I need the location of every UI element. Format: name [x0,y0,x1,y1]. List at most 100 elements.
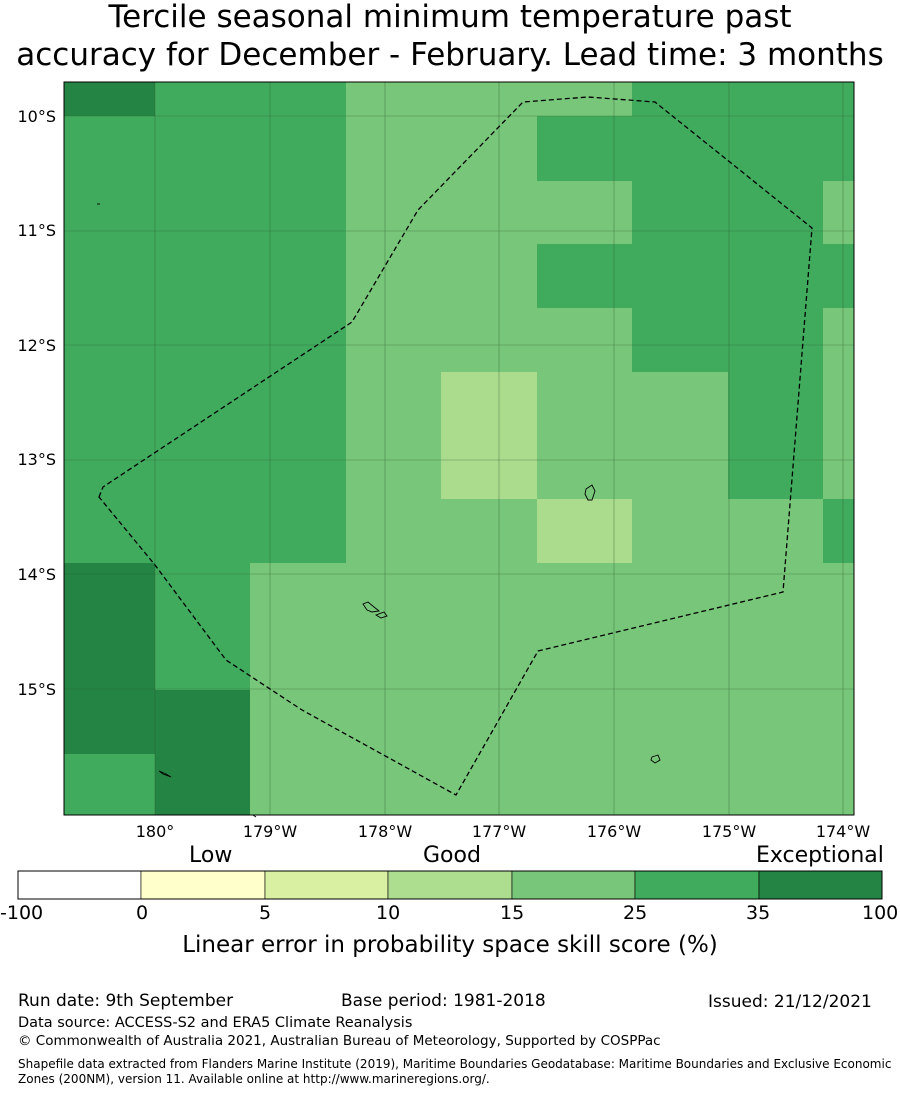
map-panel: 10°S 11°S 12°S 13°S 14°S 15°S 180° 179°W… [17,81,870,840]
grid-cell [537,244,633,309]
grid-cell [728,116,824,182]
lat-label: 13°S [17,450,56,469]
grid-cell [537,563,633,628]
colorbar-tick: 0 [136,902,149,924]
latitude-axis: 10°S 11°S 12°S 13°S 14°S 15°S [17,107,56,699]
grid-cell [155,82,251,117]
grid-cell [155,181,251,245]
grid-cell [155,372,251,500]
grid-cell [155,563,251,628]
grid-cell [64,181,156,245]
grid-cell [250,563,347,628]
grid-cell [537,690,633,755]
colorbar-segment [17,870,142,900]
grid-cell [346,308,442,373]
colorbar-tick: 25 [623,902,648,924]
grid-cell [441,499,538,564]
grid-cell [250,754,347,816]
colorbar-segment [387,870,513,900]
grid-cell [441,244,538,309]
grid-cell [155,499,251,564]
colorbar-title: Linear error in probability space skill … [182,932,718,958]
grid-cell [823,308,855,373]
colorbar-tick: 10 [376,902,401,924]
lon-label: 177°W [472,822,527,840]
island-outline [650,754,661,764]
grid-cell [64,754,156,816]
grid-cell [632,563,729,628]
grid-cell [441,181,538,245]
grid-cell [346,244,442,309]
grid-cell [346,116,442,182]
grid-cell [537,499,633,564]
shapefile-credit-line-2: Zones (200NM), version 11. Available onl… [18,1072,490,1086]
grid-cell [346,690,442,755]
grid-cell [346,181,442,245]
lat-label: 12°S [17,336,56,355]
colorbar-tick: 15 [500,902,525,924]
grid-cell [728,181,824,245]
grid-cell [64,563,156,628]
grid-cell [537,181,633,245]
colorbar-tick: -100 [0,902,44,924]
grid-cell [250,116,347,182]
data-source: Data source: ACCESS-S2 and ERA5 Climate … [18,1015,413,1031]
colorbar-tick: 35 [746,902,771,924]
colorbar-segment [140,870,266,900]
lon-label: 175°W [702,822,757,840]
grid-cell [823,690,855,755]
grid-cell [537,116,633,182]
grid-cell [250,690,347,755]
grid-cell [441,627,538,691]
grid-cell [155,116,251,182]
grid-cell [632,82,729,117]
grid-cell [728,690,824,755]
grid-cell [250,181,347,245]
grid-cell [346,627,442,691]
grid-cell [64,690,156,755]
grid-cell [64,499,156,564]
lat-lon-gridlines [64,82,854,815]
colorbar-category-low: Low [189,843,233,868]
grid-cell [632,181,729,245]
lon-label: 178°W [358,822,413,840]
grid-cell [250,372,347,500]
grid-cell [537,308,633,373]
lat-label: 14°S [17,565,56,584]
colorbar-segment [758,870,883,900]
grid-cell [823,116,855,182]
grid-cell [632,116,729,182]
grid-cell [64,116,156,182]
colorbar-tick: 100 [862,902,899,924]
island-outline [584,484,596,501]
grid-cell [823,563,855,628]
grid-cell [728,563,824,628]
lat-label: 10°S [17,107,56,126]
grid-cell [728,627,824,691]
lon-label: 180° [136,822,175,840]
grid-cell [823,82,855,117]
grid-cell [155,754,251,816]
grid-cell [728,372,824,500]
map-title-line-2: accuracy for December - February. Lead t… [16,37,884,73]
islands [97,203,661,818]
grid-cell [441,308,538,373]
island-outline [158,770,172,778]
grid-cell [632,754,729,816]
lon-label: 176°W [587,822,642,840]
grid-cell [728,499,824,564]
grid-cell [64,308,156,373]
colorbar-category-exceptional: Exceptional [756,843,884,868]
grid-cell [346,499,442,564]
grid-cell [346,754,442,816]
grid-cell [632,244,729,309]
island-outline [362,601,381,613]
grid-cell [632,499,729,564]
grid-cell [728,308,824,373]
grid-cell [346,372,442,500]
colorbar-category-good: Good [423,843,481,868]
grid-cell [537,627,633,691]
grid-cell [632,308,729,373]
grid-cell [728,82,824,117]
copyright: © Commonwealth of Australia 2021, Austra… [18,1033,661,1049]
